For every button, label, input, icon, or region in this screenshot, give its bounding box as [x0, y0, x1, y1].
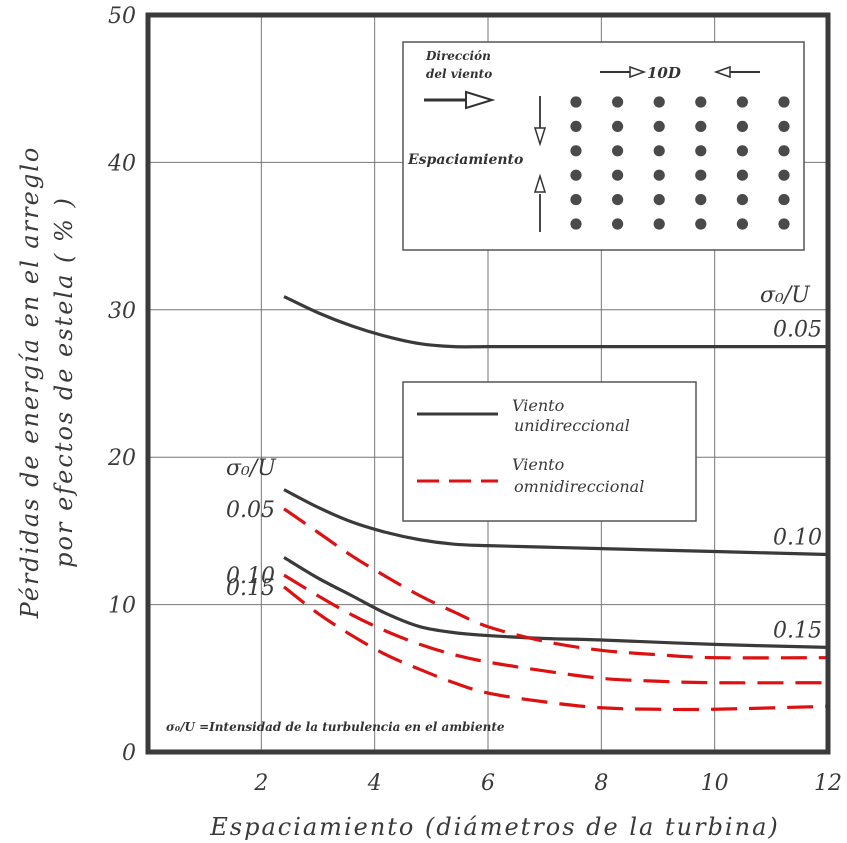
inset-direction-line1: Dirección [425, 49, 491, 63]
turbine-dot [695, 194, 707, 206]
x-tick-label: 8 [594, 771, 608, 796]
turbine-dot [778, 120, 790, 132]
turbine-dot [653, 194, 665, 206]
spacing-down-arrow-icon [533, 96, 547, 147]
y-tick-label: 40 [107, 151, 136, 176]
y-tick-label: 50 [108, 4, 136, 29]
turbine-dot [695, 169, 707, 181]
turbine-dot [778, 145, 790, 157]
inset-spacing-label: Espaciamiento [407, 152, 523, 168]
curve-label-right: 0.15 [773, 618, 822, 643]
turbine-dot [570, 194, 582, 206]
footnote: σ₀/U =Intensidad de la turbulencia en el… [166, 720, 505, 734]
x-tick-label: 6 [481, 771, 495, 796]
x-tick-label: 12 [814, 771, 842, 796]
turbine-dot [570, 120, 582, 132]
x-tick-label: 10 [701, 771, 729, 796]
y-tick-label: 10 [108, 594, 136, 619]
turbine-dot [778, 218, 790, 230]
turbine-dot [736, 169, 749, 181]
turbine-dot [778, 194, 790, 206]
curve-label-left: 0.10 [226, 564, 275, 589]
curve-labels: 0.050.100.150.050.100.15 [226, 318, 822, 644]
turbine-dot [570, 145, 582, 157]
right-header-sigma-u: σ₀/U [760, 283, 811, 308]
curve-label-right: 0.05 [773, 318, 822, 343]
curve-label-left: 0.05 [226, 498, 275, 523]
inset-frame [402, 41, 805, 251]
legend: Viento unidireccional Viento omnidirecci… [402, 381, 697, 522]
turbine-dot [695, 218, 707, 230]
series-line-omnidirectional-015 [283, 585, 829, 712]
y-tick-label: 30 [108, 299, 136, 324]
turbine-dot [612, 96, 624, 108]
turbine-dot [736, 194, 749, 206]
series-line-unidirectional-015 [283, 556, 829, 649]
series-line-omnidirectional-005 [283, 507, 829, 660]
x-tick-label: 2 [253, 771, 268, 796]
x-tick-label: 4 [367, 771, 382, 796]
turbine-dot [695, 96, 707, 108]
tick-labels: 2 4 6 8 10 12 0 10 20 30 40 50 [107, 4, 842, 796]
turbine-dot [736, 145, 749, 157]
y-tick-label: 20 [107, 446, 136, 471]
wind-arrow-icon [424, 90, 496, 110]
curve-label-left: 0.15 [226, 576, 275, 601]
legend-dashed-line2: omnidireccional [514, 477, 644, 496]
turbine-dot-grid [570, 96, 790, 230]
turbine-dot [736, 120, 749, 132]
turbine-dot [653, 96, 665, 108]
plot-frame [145, 12, 831, 755]
turbine-dot [778, 169, 790, 181]
inset-diagram: Dirección del viento Espaciamiento 10D [402, 41, 805, 251]
turbine-dot [778, 96, 790, 108]
series-line-unidirectional-010 [283, 488, 829, 557]
y-axis-title-line2: por efectos de estela ( % ) [50, 196, 78, 568]
series-line-omnidirectional-010 [283, 573, 829, 685]
distance-left-arrow-icon [600, 65, 647, 79]
turbine-dot [612, 194, 624, 206]
distance-right-arrow-icon [713, 65, 760, 79]
turbine-dot [570, 218, 582, 230]
legend-solid-line2: unidireccional [514, 416, 630, 435]
series-layer [283, 295, 829, 712]
legend-frame [402, 381, 697, 522]
turbine-dot [612, 169, 624, 181]
series-line-unidirectional-005 [283, 295, 828, 349]
turbine-dot [612, 145, 624, 157]
spacing-up-arrow-icon [533, 173, 547, 232]
y-axis-title-line1: Pérdidas de energía en el arreglo [16, 146, 44, 620]
turbine-dot [736, 96, 749, 108]
turbine-dot [653, 120, 665, 132]
curve-label-right: 0.10 [773, 525, 822, 550]
inset-distance-label: 10D [647, 64, 681, 82]
turbine-dot [695, 145, 707, 157]
turbine-dot [612, 218, 624, 230]
x-axis-title: Espaciamiento (diámetros de la turbina) [209, 813, 779, 841]
turbine-dot [695, 120, 707, 132]
turbine-dot [570, 96, 582, 108]
left-header-sigma-u: σ₀/U [226, 456, 277, 481]
turbine-dot [570, 169, 582, 181]
turbine-dot [653, 145, 665, 157]
turbine-dot [653, 169, 665, 181]
legend-dashed-line1: Viento [512, 455, 564, 474]
legend-solid-line1: Viento [512, 396, 564, 415]
turbine-dot [612, 120, 624, 132]
turbine-dot [653, 218, 665, 230]
turbine-dot [736, 218, 749, 230]
inset-direction-line2: del viento [426, 67, 492, 81]
y-tick-label: 0 [122, 741, 136, 766]
